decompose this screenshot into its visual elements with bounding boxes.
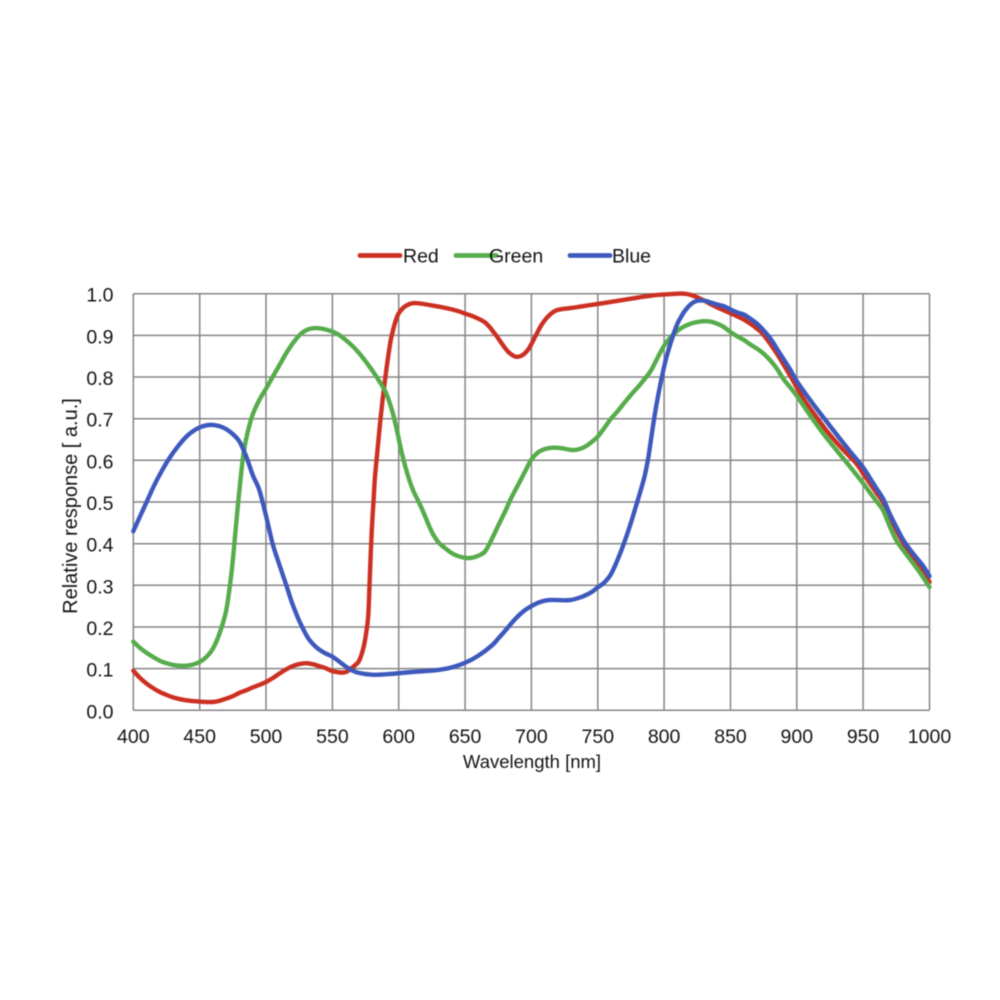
svg-text:650: 650: [449, 726, 482, 748]
svg-text:800: 800: [648, 726, 681, 748]
svg-text:750: 750: [582, 726, 615, 748]
svg-text:1000: 1000: [908, 726, 952, 748]
svg-text:0.1: 0.1: [86, 660, 113, 682]
svg-text:0.5: 0.5: [86, 493, 113, 515]
svg-text:700: 700: [515, 726, 548, 748]
svg-text:0.6: 0.6: [86, 451, 113, 473]
svg-text:0.2: 0.2: [86, 618, 113, 640]
svg-text:400: 400: [117, 726, 150, 748]
svg-text:850: 850: [714, 726, 747, 748]
svg-text:500: 500: [250, 726, 283, 748]
svg-text:Relative response [ a.u.]: Relative response [ a.u.]: [60, 398, 82, 614]
svg-text:1.0: 1.0: [86, 285, 113, 307]
svg-text:900: 900: [781, 726, 814, 748]
svg-text:0.8: 0.8: [86, 368, 113, 390]
svg-text:0.0: 0.0: [86, 701, 113, 723]
svg-text:0.7: 0.7: [86, 410, 113, 432]
svg-text:Blue: Blue: [612, 246, 651, 268]
svg-text:950: 950: [847, 726, 880, 748]
svg-text:0.9: 0.9: [86, 326, 113, 348]
svg-text:0.4: 0.4: [86, 535, 113, 557]
svg-text:Wavelength [nm]: Wavelength [nm]: [463, 751, 601, 772]
svg-text:600: 600: [382, 726, 415, 748]
svg-text:Green: Green: [489, 246, 543, 268]
svg-text:0.3: 0.3: [86, 576, 113, 598]
svg-text:450: 450: [183, 726, 216, 748]
svg-text:550: 550: [316, 726, 349, 748]
svg-text:Red: Red: [403, 246, 439, 268]
